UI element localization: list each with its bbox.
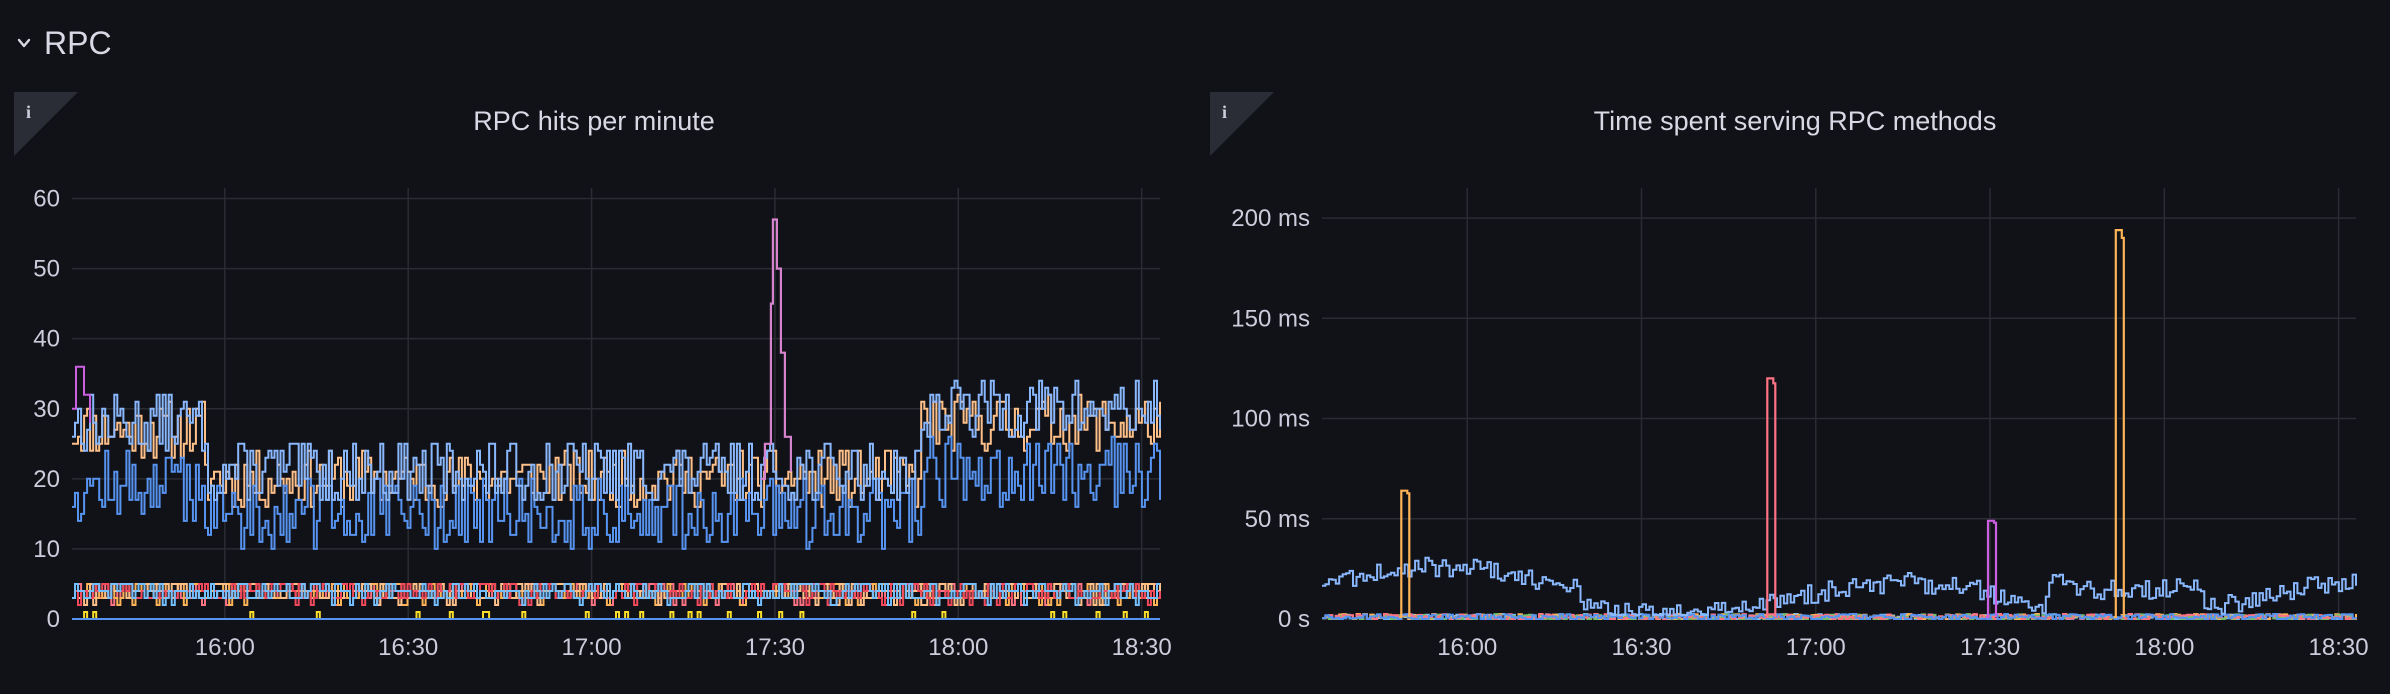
- chart-rpc-hits[interactable]: 0 10 20 30 40 50 60 16:00 16:30 17:00 17:30 18:00 18…: [14, 92, 1174, 692]
- series-group: [72, 218, 1161, 620]
- x-tick-label: 18:30: [2309, 634, 2369, 661]
- spike-line: [1765, 377, 1777, 619]
- row-header-rpc[interactable]: RPC: [14, 18, 112, 68]
- svg-text:i: i: [26, 102, 31, 122]
- x-tick-label: 16:00: [1437, 634, 1497, 661]
- series-line-yellow: [72, 611, 1160, 620]
- grid: [1322, 188, 2356, 620]
- x-tick-label: 17:30: [1960, 634, 2020, 661]
- y-tick-label: 200 ms: [1231, 205, 1310, 232]
- x-tick-label: 17:30: [745, 634, 805, 661]
- x-tick-label: 18:00: [2134, 634, 2194, 661]
- y-tick-label: 150 ms: [1231, 305, 1310, 332]
- y-tick-label: 50 ms: [1245, 506, 1310, 533]
- info-icon[interactable]: i: [14, 92, 78, 156]
- panel-rpc-time[interactable]: i Time spent serving RPC methods 0 s 50 m…: [1210, 92, 2380, 692]
- x-tick-label: 16:30: [378, 634, 438, 661]
- spike-line: [1986, 519, 1998, 619]
- y-tick-label: 0: [47, 606, 60, 633]
- x-tick-label: 17:00: [1786, 634, 1846, 661]
- y-tick-label: 30: [33, 396, 60, 423]
- series-line-purple-spike: [760, 218, 792, 480]
- y-tick-label: 100 ms: [1231, 406, 1310, 433]
- chevron-down-icon[interactable]: [14, 33, 34, 53]
- y-tick-label: 40: [33, 326, 60, 353]
- x-tick-label: 18:30: [1112, 634, 1172, 661]
- x-tick-label: 17:00: [562, 634, 622, 661]
- panel-title: Time spent serving RPC methods: [1593, 106, 1997, 136]
- series-line-low: [1322, 613, 2357, 620]
- y-tick-label: 50: [33, 256, 60, 283]
- series-line-low: [72, 583, 1160, 606]
- series-line-blue-light: [1322, 556, 2357, 616]
- series-line-blue-light: [72, 379, 1161, 501]
- chart-rpc-time[interactable]: 0 s 50 ms 100 ms 150 ms 200 ms 16:00 16:30 17:0…: [1210, 92, 2380, 692]
- info-icon[interactable]: i: [1210, 92, 1274, 156]
- y-tick-label: 0 s: [1278, 606, 1310, 633]
- x-tick-label: 18:00: [928, 634, 988, 661]
- panel-rpc-hits[interactable]: i RPC hits per minute 0 10 20 30 40 50 60 16:00…: [14, 92, 1174, 692]
- x-tick-label: 16:30: [1611, 634, 1671, 661]
- spike-line: [1399, 489, 1411, 619]
- y-tick-label: 10: [33, 536, 60, 563]
- series-line-purple-start: [72, 365, 91, 423]
- y-tick-label: 20: [33, 466, 60, 493]
- spike-line: [2113, 229, 2125, 619]
- svg-text:i: i: [1222, 102, 1227, 122]
- y-tick-label: 60: [33, 186, 60, 213]
- x-tick-label: 16:00: [195, 634, 255, 661]
- panel-title: RPC hits per minute: [473, 106, 715, 136]
- row-title: RPC: [44, 24, 112, 61]
- series-group: [1322, 229, 2357, 620]
